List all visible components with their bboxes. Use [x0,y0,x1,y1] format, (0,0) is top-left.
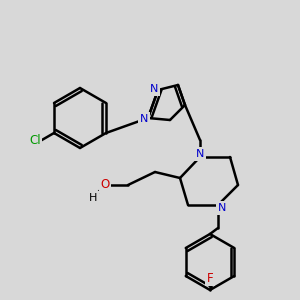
Text: N: N [218,203,226,213]
Text: N: N [140,114,148,124]
Text: Cl: Cl [29,134,40,148]
Text: N: N [196,149,204,159]
Text: N: N [150,84,158,94]
Text: H: H [89,193,97,203]
Text: O: O [100,178,109,191]
Text: F: F [207,272,213,284]
